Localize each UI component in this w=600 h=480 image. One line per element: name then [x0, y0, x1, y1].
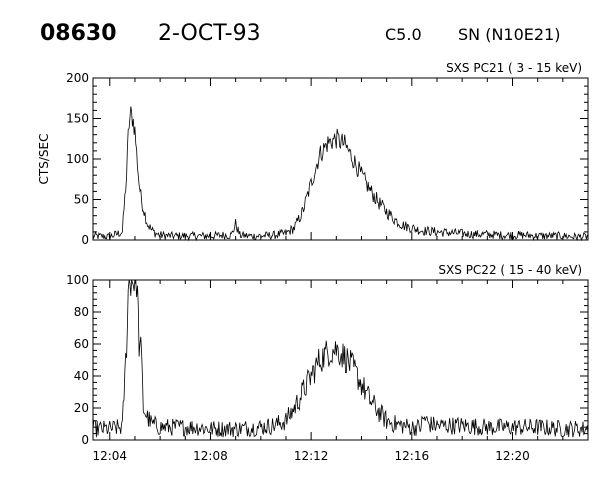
x-tick-label: 12:16: [395, 449, 430, 463]
bottom-panel-pc22: SXS PC22 ( 15 - 40 keV) 0 20 40 60 80 100 12:04…: [66, 263, 589, 463]
y-tick-label: 100: [66, 152, 89, 166]
x-tick-label: 12:08: [193, 449, 228, 463]
y-tick-label: 60: [74, 337, 89, 351]
plot-frame: [92, 279, 589, 441]
y-tick-label: 0: [81, 433, 89, 447]
y-tick-label: 0: [81, 233, 89, 247]
panel-title: SXS PC21 ( 3 - 15 keV): [446, 61, 582, 75]
flare-location: SN (N10E21): [458, 25, 561, 44]
y-tick-label: 80: [74, 305, 89, 319]
flare-class: C5.0: [385, 25, 422, 44]
y-tick-label: 100: [66, 273, 89, 287]
x-tick-label: 12:12: [294, 449, 329, 463]
y-tick-label: 20: [74, 401, 89, 415]
event-id: 08630: [40, 21, 117, 46]
light-curve-trace: [92, 106, 589, 242]
event-date: 2-OCT-93: [158, 21, 261, 46]
y-tick-label: 50: [74, 193, 89, 207]
panel-title: SXS PC22 ( 15 - 40 keV): [438, 263, 582, 277]
y-tick-label: 200: [66, 71, 89, 85]
top-panel-pc21: SXS PC21 ( 3 - 15 keV) CTS/SEC 0 50 100 150 20…: [37, 61, 589, 247]
y-tick-label: 40: [74, 369, 89, 383]
plot-frame: [92, 77, 589, 241]
x-tick-label: 12:20: [495, 449, 530, 463]
y-tick-label: 150: [66, 112, 89, 126]
light-curve-trace: [92, 279, 589, 438]
y-axis-label: CTS/SEC: [37, 134, 51, 185]
x-tick-label: 12:04: [92, 449, 127, 463]
